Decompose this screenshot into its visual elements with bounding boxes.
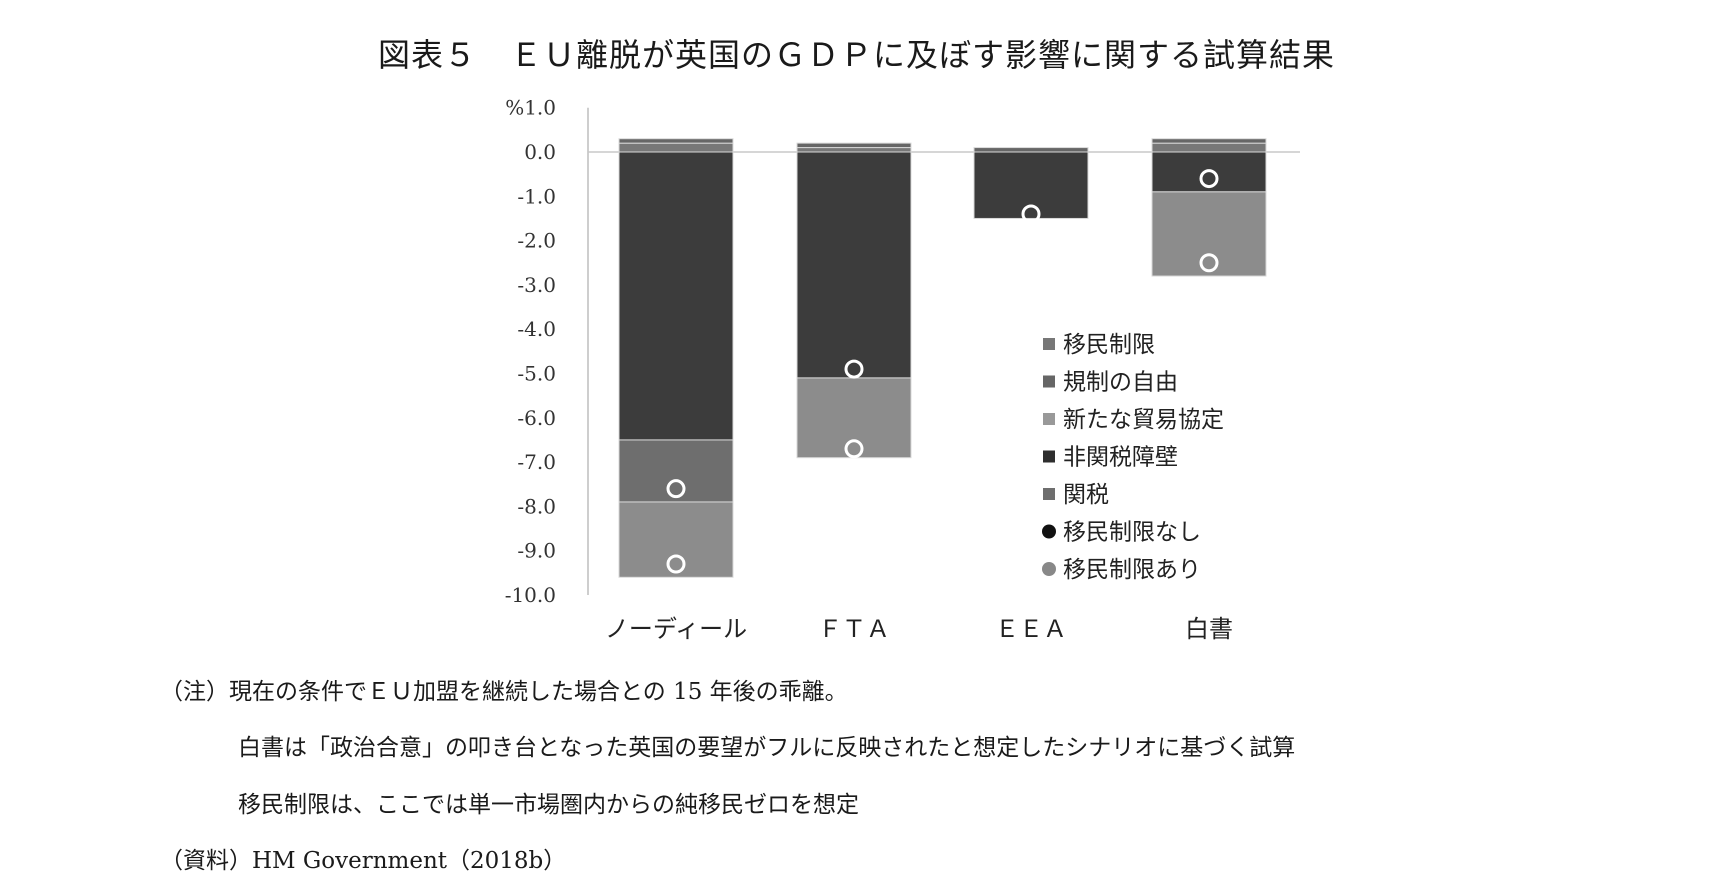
y-tick-label: -1.0: [517, 184, 556, 208]
bar-segment: [796, 147, 912, 153]
y-tick-label: -8.0: [517, 494, 556, 518]
bar-segment: [1151, 138, 1267, 144]
y-tick-label: -4.0: [517, 317, 556, 341]
marker-point: [1021, 204, 1041, 224]
bar-segment: [618, 501, 734, 578]
legend-label: 移民制限: [1063, 332, 1155, 358]
marker-point: [666, 554, 686, 574]
bar-segment: [973, 151, 1089, 219]
bar-segment: [796, 142, 912, 149]
y-tick-label: -2.0: [517, 229, 556, 253]
category-label: 白書: [1185, 615, 1233, 643]
legend-swatch: [1043, 488, 1055, 500]
y-tick-label: -9.0: [517, 539, 556, 563]
chart-title: 図表５ ＥＵ離脱が英国のＧＤＰに及ぼす影響に関する試算結果: [377, 36, 1335, 74]
legend-label: 規制の自由: [1063, 370, 1178, 396]
marker-point: [844, 359, 864, 379]
y-tick-label: -5.0: [517, 362, 556, 386]
marker-point: [844, 439, 864, 459]
marker-point: [1199, 253, 1219, 273]
legend-swatch: [1043, 450, 1055, 463]
y-tick-label: %1.0: [505, 96, 556, 120]
legend-label: 新たな貿易協定: [1063, 407, 1224, 433]
source-note: （資料）HM Government（2018b）: [160, 848, 567, 874]
category-label: ＦＴＡ: [818, 615, 890, 643]
legend-swatch: [1043, 375, 1055, 388]
bar-segment: [796, 151, 912, 379]
y-tick-label: -3.0: [517, 273, 556, 297]
stacked-bar-chart: %1.0 0.0 -1.0 -2.0 -3.0 -4.0 -5.0 -6.0 -7.0 -8.0 -…: [505, 96, 1300, 643]
y-tick-label: -6.0: [517, 406, 556, 430]
marker-point: [1199, 169, 1219, 189]
legend-marker: [1042, 562, 1056, 576]
bar-segment: [1151, 191, 1267, 277]
legend-label: 移民制限あり: [1063, 557, 1201, 583]
bar-segment: [618, 138, 734, 144]
legend-swatch: [1043, 338, 1055, 350]
bar-segment: [618, 439, 734, 503]
bar-segment: [796, 377, 912, 459]
legend-label: 移民制限なし: [1063, 520, 1201, 546]
bar-segment: [618, 151, 734, 441]
bar-segment: [1151, 142, 1267, 153]
legend-label: 非関税障壁: [1063, 445, 1178, 471]
bar-segment: [618, 142, 734, 153]
y-tick-label: -7.0: [517, 450, 556, 474]
y-tick-label: 0.0: [524, 140, 556, 164]
note-3: 移民制限は、ここでは単一市場圏内からの純移民ゼロを想定: [238, 792, 859, 818]
note-1: （注）現在の条件でＥＵ加盟を継続した場合との 15 年後の乖離。: [160, 679, 848, 705]
legend-swatch: [1043, 413, 1055, 425]
bar-segment: [973, 147, 1089, 153]
category-label: ノーディール: [605, 615, 747, 643]
legend-label: 関税: [1063, 482, 1109, 508]
category-label: ＥＥＡ: [995, 615, 1067, 643]
y-tick-label: -10.0: [505, 583, 556, 607]
note-2: 白書は「政治合意」の叩き台となった英国の要望がフルに反映されたと想定したシナリオ…: [238, 735, 1296, 761]
marker-point: [666, 479, 686, 499]
legend-marker: [1042, 524, 1056, 539]
